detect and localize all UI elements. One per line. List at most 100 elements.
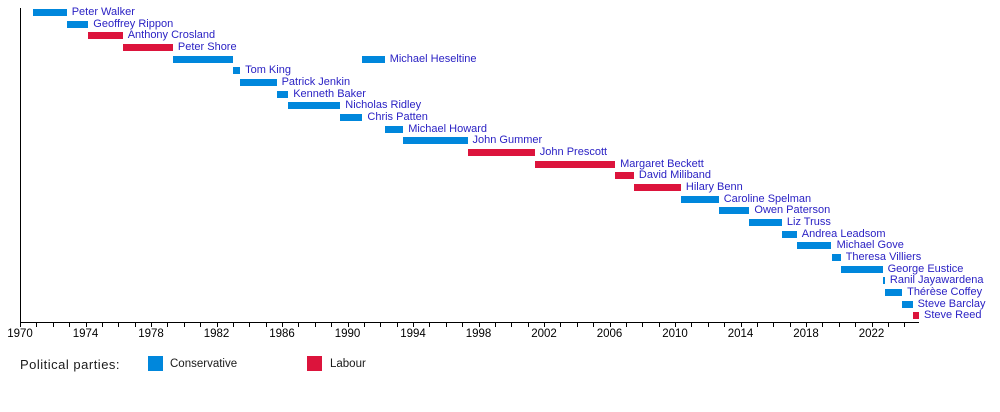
axis-tick [331, 322, 333, 327]
person-label-therese-coffey[interactable]: Thérèse Coffey [907, 286, 983, 299]
axis-tick [265, 322, 267, 327]
axis-tick-label: 2002 [531, 328, 557, 340]
axis-tick [511, 322, 513, 327]
person-label-hilary-benn[interactable]: Hilary Benn [685, 181, 743, 194]
axis-tick [413, 322, 414, 327]
axis-tick-label: 1974 [72, 328, 99, 340]
person-label-peter-shore[interactable]: Peter Shore [177, 41, 237, 53]
axis-tick [822, 322, 824, 327]
term-bar [718, 207, 750, 215]
axis-tick [52, 322, 54, 327]
person-label-john-prescott[interactable]: John Prescott [539, 146, 608, 158]
term-bar [840, 265, 883, 273]
axis-tick-label: 2006 [596, 328, 623, 340]
axis-tick [756, 322, 758, 327]
term-bar [88, 32, 123, 40]
person-label-andrea-leadsom[interactable]: Andrea Leadsom [801, 227, 886, 240]
axis-tick [347, 322, 349, 327]
axis-tick [183, 322, 185, 327]
axis-tick [576, 322, 578, 327]
axis-tick [20, 322, 21, 327]
axis-tick [363, 322, 365, 327]
axis-tick [282, 322, 283, 327]
person-label-owen-paterson[interactable]: Owen Paterson [754, 204, 831, 217]
axis-tick [462, 322, 464, 327]
person-label-chris-patten[interactable]: Chris Patten [367, 111, 428, 123]
axis-tick [658, 322, 660, 327]
axis-tick [789, 322, 791, 327]
legend-title: Political parties: [20, 357, 121, 372]
axis-tick [691, 322, 693, 327]
person-label-john-gummer[interactable]: John Gummer [472, 134, 543, 147]
axis-tick [118, 322, 120, 327]
person-label-geoffrey-rippon[interactable]: Geoffrey Rippon [93, 17, 174, 30]
axis-tick-label: 2010 [662, 328, 688, 340]
person-label-michael-heseltine[interactable]: Michael Heseltine [389, 52, 477, 65]
person-label-patrick-jenkin[interactable]: Patrick Jenkin [281, 76, 351, 88]
person-label-michael-howard[interactable]: Michael Howard [408, 122, 488, 135]
axis-tick [85, 322, 87, 327]
conservative-color-swatch [148, 356, 163, 371]
person-label-nicholas-ridley[interactable]: Nicholas Ridley [345, 99, 422, 112]
y-axis-line [20, 8, 21, 322]
person-label-anthony-crosland[interactable]: Anthony Crosland [127, 29, 216, 42]
axis-tick [625, 322, 627, 327]
person-label-steve-barclay[interactable]: Steve Barclay [917, 297, 986, 310]
axis-tick [838, 322, 840, 327]
axis-tick-label: 1986 [269, 328, 295, 340]
axis-tick [396, 322, 398, 327]
term-bar [680, 195, 719, 203]
axis-tick [707, 322, 709, 327]
axis-tick [232, 322, 234, 327]
axis-tick [494, 322, 496, 327]
axis-tick [298, 322, 300, 327]
axis-tick-label: 1990 [334, 328, 361, 340]
axis-tick-label: 1978 [138, 328, 164, 340]
axis-tick [544, 322, 545, 327]
axis-tick [429, 322, 431, 327]
axis-tick [36, 322, 38, 327]
term-bar [884, 289, 903, 297]
person-label-ranil-jayawardena[interactable]: Ranil Jayawardena [889, 274, 984, 287]
person-label-peter-walker[interactable]: Peter Walker [71, 6, 135, 18]
axis-tick [445, 322, 447, 327]
axis-tick [642, 322, 644, 327]
person-label-margaret-beckett[interactable]: Margaret Beckett [620, 157, 704, 170]
axis-tick [380, 322, 382, 327]
term-bar [403, 137, 468, 145]
term-bar [633, 184, 681, 192]
person-label-tom-king[interactable]: Tom King [245, 64, 291, 77]
legend-label-conservative: Conservative [170, 358, 238, 370]
axis-tick [855, 322, 857, 327]
person-label-kenneth-baker[interactable]: Kenneth Baker [293, 87, 366, 100]
axis-tick [478, 322, 480, 327]
axis-tick [151, 322, 152, 327]
term-bar [831, 254, 841, 262]
term-bar [749, 219, 782, 227]
term-bar [233, 67, 241, 75]
axis-tick [560, 322, 562, 327]
person-label-david-miliband[interactable]: David Miliband [638, 169, 712, 182]
axis-tick [527, 322, 529, 327]
term-bar [902, 300, 913, 308]
person-label-liz-truss[interactable]: Liz Truss [786, 216, 831, 229]
term-bar [912, 312, 919, 320]
person-label-caroline-spelman[interactable]: Caroline Spelman [723, 192, 812, 205]
axis-tick [871, 322, 873, 327]
term-bar [240, 79, 277, 86]
term-bar [882, 277, 885, 285]
term-bar [384, 125, 404, 133]
person-label-steve-reed[interactable]: Steve Reed [924, 309, 982, 322]
term-bar [172, 55, 234, 63]
person-label-michael-gove[interactable]: Michael Gove [836, 239, 904, 252]
axis-tick-label: 1970 [7, 328, 33, 340]
legend-label-labour: Labour [330, 358, 366, 370]
axis-tick [740, 322, 742, 327]
axis-tick [216, 322, 218, 327]
term-bar [32, 9, 67, 16]
person-label-george-eustice[interactable]: George Eustice [887, 262, 964, 275]
person-label-theresa-villiers[interactable]: Theresa Villiers [845, 251, 922, 264]
axis-tick-label: 1998 [465, 328, 492, 340]
labour-color-swatch [307, 356, 322, 371]
